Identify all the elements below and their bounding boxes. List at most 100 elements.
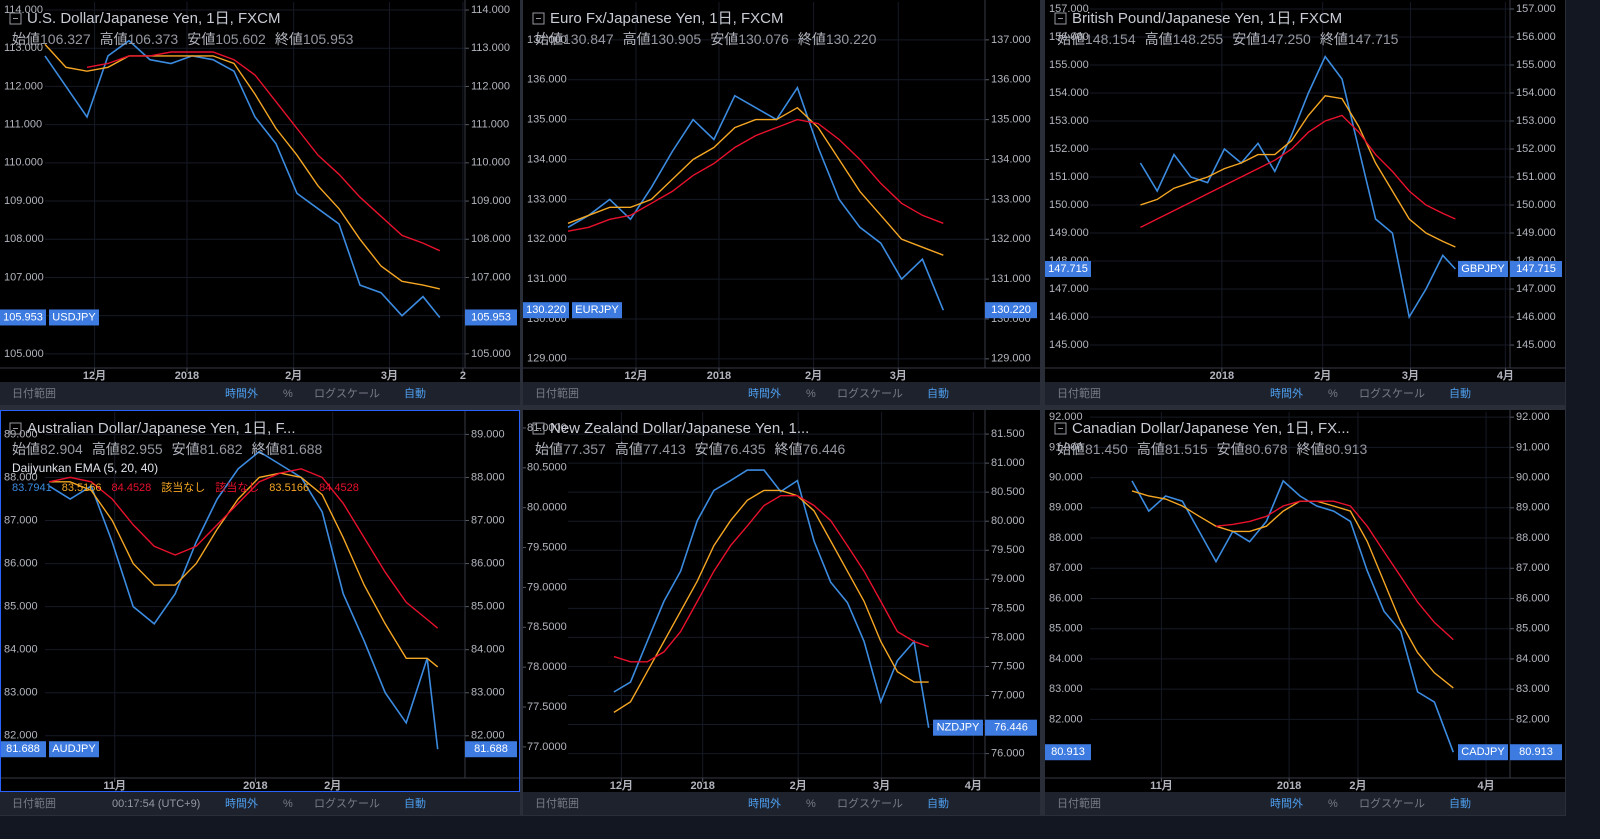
price-tag	[985, 719, 1037, 736]
toolbar-button[interactable]: 時間外	[748, 797, 781, 810]
toolbar-button[interactable]: %	[806, 798, 816, 810]
collapse-icon[interactable]	[9, 12, 22, 25]
y-tick-label-left: 131.000	[527, 273, 567, 285]
x-tick-label: 2018	[1210, 370, 1234, 382]
y-tick-label: 90.000	[1516, 471, 1550, 483]
y-tick-label-left: 153.000	[1049, 115, 1089, 127]
ohlc: 始値106.327 高値106.373 安値105.602 終値105.953	[12, 31, 354, 47]
toolbar-button[interactable]: 自動	[927, 386, 949, 400]
chart-title[interactable]: Australian Dollar/Japanese Yen, 1日, F...	[27, 420, 296, 437]
toolbar-button[interactable]: 日付範囲	[535, 796, 579, 810]
toolbar-button[interactable]: 日付範囲	[12, 386, 56, 400]
y-tick-label: 109.000	[471, 195, 511, 207]
toolbar-button[interactable]: %	[283, 798, 293, 810]
ohlc-value: 82.955	[120, 441, 163, 457]
y-tick-label: 79.500	[991, 544, 1025, 556]
y-tick-label: 83.000	[471, 687, 505, 699]
ohlc-key: 高値	[100, 31, 128, 47]
price-line	[49, 468, 439, 629]
toolbar	[1045, 382, 1565, 405]
collapse-icon[interactable]	[1054, 12, 1067, 25]
symbol-tag-label: CADJPY	[1461, 746, 1505, 758]
selection-border	[0, 410, 520, 792]
collapse-icon[interactable]	[9, 422, 22, 435]
toolbar-button[interactable]: 時間外	[1270, 387, 1303, 400]
toolbar-button[interactable]: ログスケール	[837, 796, 903, 810]
y-tick-label-left: 90.000	[1049, 471, 1083, 483]
toolbar-button[interactable]: ログスケール	[1359, 796, 1425, 810]
toolbar-button[interactable]: 日付範囲	[535, 386, 579, 400]
toolbar-button[interactable]: ログスケール	[1359, 386, 1425, 400]
ohlc-value: 130.905	[651, 31, 702, 47]
toolbar-button[interactable]: 自動	[927, 796, 949, 810]
collapse-icon[interactable]	[532, 422, 545, 435]
indicator-values: 83.7941 83.5166 84.4528 該当なし 該当なし 83.5166 84.4…	[12, 480, 359, 494]
y-tick-label-left: 83.000	[1049, 683, 1083, 695]
x-tick-label: 2月	[790, 779, 807, 792]
y-tick-label: 131.000	[991, 273, 1031, 285]
symbol-tag	[49, 741, 99, 758]
chart-title[interactable]: U.S. Dollar/Japanese Yen, 1日, FXCM	[27, 10, 280, 27]
toolbar-button[interactable]: %	[283, 388, 293, 400]
collapse-icon[interactable]	[532, 12, 545, 25]
y-tick-label: 82.000	[1516, 713, 1550, 725]
x-tick-label: 12月	[610, 779, 633, 792]
symbol-tag-label: USDJPY	[52, 311, 96, 323]
symbol-tag	[1458, 261, 1508, 278]
footer	[0, 816, 1566, 839]
y-tick-label: 137.000	[991, 34, 1031, 46]
toolbar-button[interactable]: ログスケール	[837, 386, 903, 400]
toolbar-button[interactable]: 自動	[404, 386, 426, 400]
chart-title[interactable]: New Zealand Dollar/Japanese Yen, 1...	[550, 420, 809, 437]
y-tick-label: 84.000	[1516, 653, 1550, 665]
price-line	[1139, 55, 1456, 320]
y-tick-label-left: 82.000	[1049, 713, 1083, 725]
toolbar-button[interactable]: 日付範囲	[1057, 796, 1101, 810]
toolbar-button[interactable]: 日付範囲	[1057, 386, 1101, 400]
toolbar-button[interactable]: 時間外	[225, 387, 258, 400]
toolbar-button[interactable]: %	[1328, 388, 1338, 400]
price-tag-left-label: 81.688	[6, 743, 40, 755]
price-line	[567, 106, 944, 256]
toolbar-button[interactable]: ログスケール	[314, 386, 380, 400]
toolbar	[0, 792, 520, 815]
y-tick-label-left: 82.000	[4, 730, 38, 742]
toolbar-button[interactable]: 時間外	[748, 387, 781, 400]
y-tick-label: 110.000	[471, 157, 510, 169]
toolbar-button[interactable]: ログスケール	[314, 796, 380, 810]
ohlc-key: 高値	[1137, 441, 1165, 457]
ohlc-value: 81.515	[1165, 441, 1208, 457]
ohlc-value: 130.847	[563, 31, 614, 47]
y-tick-label-left: 137.000	[527, 34, 567, 46]
ohlc-value: 106.373	[128, 31, 179, 47]
y-tick-label-left: 133.000	[527, 193, 567, 205]
y2-tick-label: 81.0000	[527, 422, 567, 434]
x-tick-label: 4月	[1497, 369, 1514, 382]
collapse-icon[interactable]	[1054, 422, 1067, 435]
y-tick-label-left: 132.000	[527, 233, 567, 245]
price-line	[1140, 95, 1456, 248]
toolbar-button[interactable]: 自動	[1449, 796, 1471, 810]
y-tick-label-left: 154.000	[1049, 87, 1089, 99]
x-tick-label: 12月	[624, 369, 647, 382]
chart-title[interactable]: British Pound/Japanese Yen, 1日, FXCM	[1072, 10, 1342, 27]
toolbar-button[interactable]: 自動	[1449, 386, 1471, 400]
ohlc-key: 始値	[535, 441, 563, 457]
y-tick-label-left: 105.000	[4, 348, 44, 360]
y-tick-label: 80.500	[991, 486, 1025, 498]
chart-title[interactable]: Canadian Dollar/Japanese Yen, 1日, FX...	[1072, 420, 1350, 437]
toolbar-button[interactable]: 日付範囲	[12, 796, 56, 810]
y-tick-label: 133.000	[991, 193, 1031, 205]
ohlc-value: 147.715	[1348, 31, 1399, 47]
toolbar-button[interactable]: 自動	[404, 796, 426, 810]
ohlc-value: 77.357	[563, 441, 606, 457]
toolbar-button[interactable]: 時間外	[225, 797, 258, 810]
indicator-value: 84.4528	[319, 482, 359, 494]
chart-title[interactable]: Euro Fx/Japanese Yen, 1日, FXCM	[550, 10, 783, 27]
y2-tick-label: 78.5000	[527, 621, 567, 633]
toolbar-button[interactable]: %	[806, 388, 816, 400]
indicator-name[interactable]: Daijyunkan EMA (5, 20, 40)	[12, 461, 158, 475]
toolbar-button[interactable]: %	[1328, 798, 1338, 810]
toolbar-button[interactable]: 時間外	[1270, 797, 1303, 810]
y-tick-label: 80.000	[991, 515, 1025, 527]
